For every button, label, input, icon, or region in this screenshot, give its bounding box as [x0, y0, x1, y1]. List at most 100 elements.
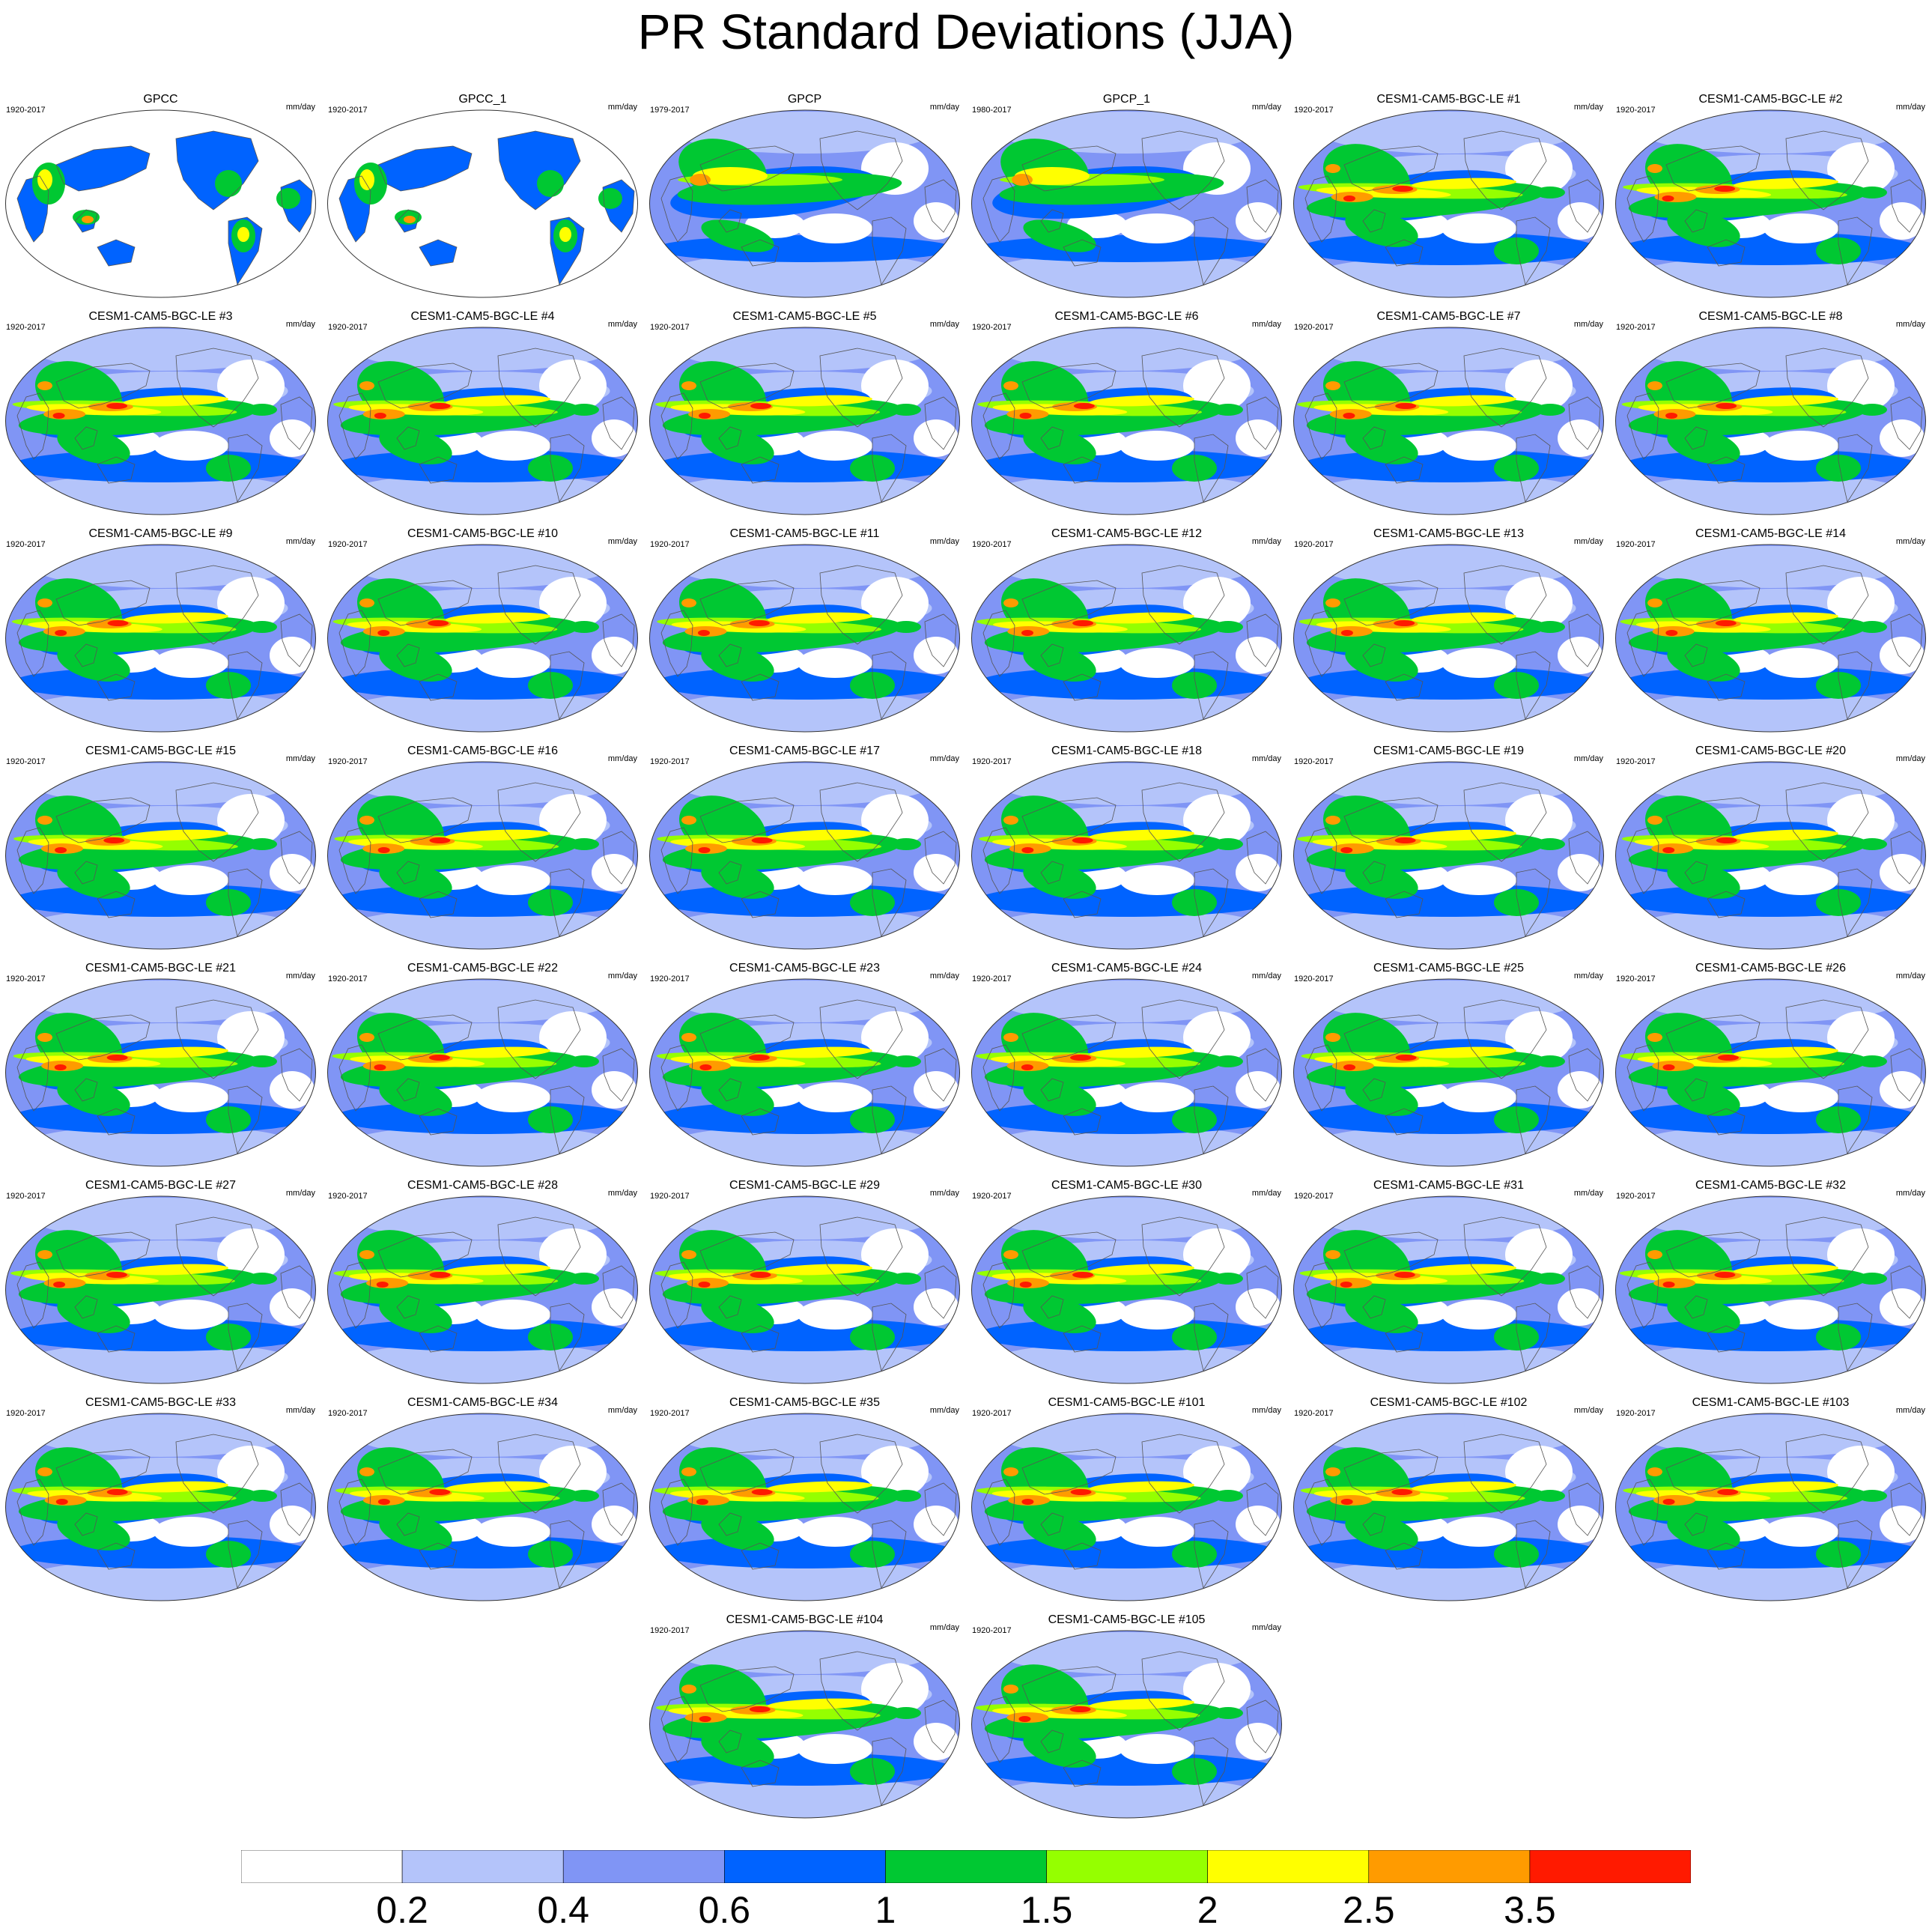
panel-years: 1920-2017: [972, 1409, 1012, 1418]
panel-units: mm/day: [1251, 1189, 1281, 1198]
map-panel: CESM1-CAM5-BGC-LE #8 1920-2017 mm/day: [1610, 310, 1931, 522]
map-panel: CESM1-CAM5-BGC-LE #19 1920-2017 mm/day: [1288, 745, 1609, 957]
panel-title: CESM1-CAM5-BGC-LE #103: [1692, 1396, 1850, 1409]
map-panel: CESM1-CAM5-BGC-LE #15 1920-2017 mm/day: [0, 745, 321, 957]
panel-title: CESM1-CAM5-BGC-LE #2: [1698, 93, 1843, 106]
map-panel: CESM1-CAM5-BGC-LE #102 1920-2017 mm/day: [1288, 1396, 1609, 1608]
panel-years: 1920-2017: [650, 323, 690, 332]
colorbar-label: 1: [875, 1889, 896, 1931]
map-panel: CESM1-CAM5-BGC-LE #104 1920-2017 mm/day: [644, 1613, 965, 1825]
world-map: [5, 978, 316, 1167]
map-panel: CESM1-CAM5-BGC-LE #31 1920-2017 mm/day: [1288, 1179, 1609, 1391]
panel-title: GPCC: [143, 93, 178, 106]
panel-title: CESM1-CAM5-BGC-LE #104: [726, 1613, 884, 1626]
map-panel: GPCC 1920-2017 mm/day: [0, 93, 321, 305]
world-map: [1615, 109, 1926, 298]
map-panel: CESM1-CAM5-BGC-LE #22 1920-2017 mm/day: [322, 962, 643, 1174]
panel-title: CESM1-CAM5-BGC-LE #14: [1695, 527, 1846, 540]
panel-units: mm/day: [1573, 537, 1603, 546]
panel-units: mm/day: [929, 971, 959, 980]
panel-title: CESM1-CAM5-BGC-LE #13: [1373, 527, 1524, 540]
panel-units: mm/day: [929, 537, 959, 546]
world-map: [327, 327, 638, 515]
world-map: [649, 978, 960, 1167]
panel-units: mm/day: [1895, 103, 1925, 112]
map-panel: CESM1-CAM5-BGC-LE #2 1920-2017 mm/day: [1610, 93, 1931, 305]
panel-title: CESM1-CAM5-BGC-LE #101: [1048, 1396, 1206, 1409]
world-map: [971, 978, 1282, 1167]
map-panel: GPCC_1 1920-2017 mm/day: [322, 93, 643, 305]
panel-years: 1920-2017: [650, 1626, 690, 1635]
panel-units: mm/day: [929, 103, 959, 112]
panel-units: mm/day: [929, 1623, 959, 1632]
panel-title: CESM1-CAM5-BGC-LE #105: [1048, 1613, 1206, 1626]
map-panel: CESM1-CAM5-BGC-LE #17 1920-2017 mm/day: [644, 745, 965, 957]
panel-title: CESM1-CAM5-BGC-LE #18: [1051, 745, 1202, 757]
panel-units: mm/day: [285, 754, 315, 763]
map-panel: CESM1-CAM5-BGC-LE #30 1920-2017 mm/day: [966, 1179, 1287, 1391]
colorbar-label: 2: [1197, 1889, 1218, 1931]
panel-title: CESM1-CAM5-BGC-LE #20: [1695, 745, 1846, 757]
panel-units: mm/day: [1895, 1406, 1925, 1415]
panel-years: 1979-2017: [650, 106, 690, 115]
map-panel: CESM1-CAM5-BGC-LE #20 1920-2017 mm/day: [1610, 745, 1931, 957]
panel-years: 1920-2017: [6, 1192, 46, 1201]
panel-years: 1920-2017: [6, 757, 46, 766]
panel-years: 1920-2017: [328, 757, 368, 766]
map-panel: CESM1-CAM5-BGC-LE #105 1920-2017 mm/day: [966, 1613, 1287, 1825]
colorbar: [241, 1850, 1691, 1883]
colorbar-swatch: [562, 1850, 725, 1883]
panel-units: mm/day: [1573, 320, 1603, 329]
panel-title: CESM1-CAM5-BGC-LE #1: [1376, 93, 1521, 106]
panel-units: mm/day: [1573, 971, 1603, 980]
panel-title: CESM1-CAM5-BGC-LE #4: [410, 310, 555, 323]
world-map: [971, 327, 1282, 515]
panel-units: mm/day: [285, 103, 315, 112]
map-panel: CESM1-CAM5-BGC-LE #32 1920-2017 mm/day: [1610, 1179, 1931, 1391]
world-map: [971, 1195, 1282, 1384]
panel-years: 1920-2017: [1616, 1409, 1656, 1418]
map-panel: CESM1-CAM5-BGC-LE #5 1920-2017 mm/day: [644, 310, 965, 522]
panel-years: 1920-2017: [650, 1409, 690, 1418]
world-map: [1615, 544, 1926, 733]
colorbar-label: 0.6: [698, 1889, 751, 1931]
panel-title: CESM1-CAM5-BGC-LE #6: [1054, 310, 1199, 323]
panel-grid: GPCC 1920-2017 mm/day GPCC_1 1920-2017 mm/day…: [0, 93, 1931, 1825]
panel-units: mm/day: [1251, 1623, 1281, 1632]
map-panel: CESM1-CAM5-BGC-LE #4 1920-2017 mm/day: [322, 310, 643, 522]
panel-title: CESM1-CAM5-BGC-LE #35: [729, 1396, 880, 1409]
world-map: [1293, 761, 1604, 950]
panel-title: CESM1-CAM5-BGC-LE #24: [1051, 962, 1202, 974]
panel-years: 1920-2017: [1616, 323, 1656, 332]
colorbar-swatch: [724, 1850, 886, 1883]
panel-years: 1920-2017: [650, 757, 690, 766]
panel-units: mm/day: [1895, 971, 1925, 980]
panel-units: mm/day: [607, 1406, 637, 1415]
panel-units: mm/day: [607, 971, 637, 980]
world-map: [327, 1413, 638, 1601]
panel-years: 1920-2017: [972, 757, 1012, 766]
world-map: [649, 109, 960, 298]
colorbar-swatch: [241, 1850, 403, 1883]
map-panel: GPCP_1 1980-2017 mm/day: [966, 93, 1287, 305]
panel-years: 1920-2017: [6, 106, 46, 115]
panel-years: 1920-2017: [650, 1192, 690, 1201]
panel-title: CESM1-CAM5-BGC-LE #30: [1051, 1179, 1202, 1192]
world-map: [649, 761, 960, 950]
panel-units: mm/day: [1573, 103, 1603, 112]
panel-units: mm/day: [1895, 754, 1925, 763]
world-map: [971, 544, 1282, 733]
panel-units: mm/day: [1895, 537, 1925, 546]
colorbar-labels: 0.2 0.4 0.6 1 1.5 2 2.5 3.5: [0, 1889, 1932, 1931]
colorbar-swatch: [885, 1850, 1047, 1883]
world-map: [971, 761, 1282, 950]
panel-title: CESM1-CAM5-BGC-LE #11: [729, 527, 880, 540]
panel-units: mm/day: [285, 1189, 315, 1198]
world-map: [649, 544, 960, 733]
world-map: [5, 109, 316, 298]
map-panel: CESM1-CAM5-BGC-LE #7 1920-2017 mm/day: [1288, 310, 1609, 522]
panel-years: 1920-2017: [328, 540, 368, 549]
panel-units: mm/day: [1573, 1406, 1603, 1415]
panel-title: CESM1-CAM5-BGC-LE #7: [1376, 310, 1521, 323]
figure-title: PR Standard Deviations (JJA): [637, 4, 1295, 59]
